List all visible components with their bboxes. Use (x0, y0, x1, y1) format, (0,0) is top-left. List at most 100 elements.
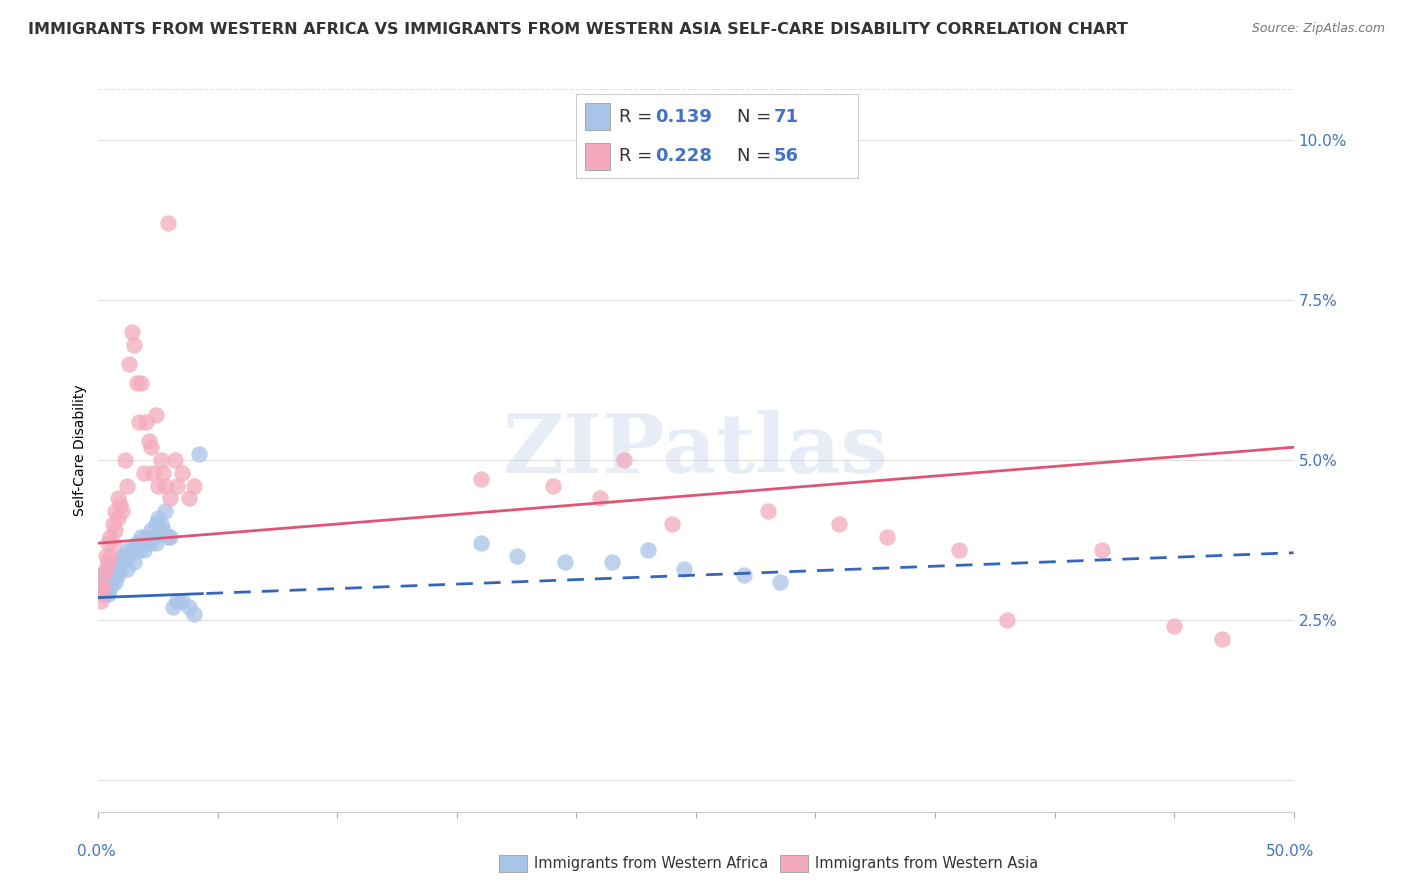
Point (111, 504, 134, 518)
Point (97, 574, 120, 589)
Point (91, 581, 114, 595)
Point (673, 562, 696, 576)
Point (114, 549, 136, 563)
Point (183, 607, 205, 621)
Point (138, 434, 160, 448)
Point (828, 516, 851, 531)
Point (104, 574, 127, 589)
Point (128, 542, 150, 557)
Point (155, 504, 177, 518)
Point (94, 574, 117, 589)
Point (124, 555, 146, 569)
Point (90, 581, 112, 595)
Point (98, 574, 122, 589)
Point (90, 581, 112, 595)
Point (131, 530, 153, 544)
Text: R =: R = (619, 108, 658, 126)
Point (94, 568, 117, 582)
Point (107, 510, 129, 524)
Point (145, 409, 167, 423)
Point (121, 325, 143, 339)
FancyBboxPatch shape (585, 143, 610, 169)
Point (145, 516, 167, 531)
Point (104, 568, 127, 582)
Point (187, 447, 209, 461)
Point (97, 568, 120, 582)
Point (554, 555, 576, 569)
Point (139, 524, 162, 538)
Point (637, 542, 659, 557)
Point (98, 549, 122, 563)
Point (101, 568, 124, 582)
Point (166, 478, 188, 492)
Point (589, 491, 612, 506)
Point (733, 568, 755, 582)
Point (1091, 542, 1114, 557)
Point (118, 549, 141, 563)
Point (98, 568, 122, 582)
Point (768, 574, 790, 589)
Point (1211, 632, 1233, 646)
Text: 0.0%: 0.0% (77, 845, 117, 859)
Point (91, 568, 114, 582)
Point (98, 562, 122, 576)
Point (107, 491, 129, 506)
Point (104, 524, 127, 538)
Point (121, 542, 143, 557)
Point (541, 478, 564, 492)
Text: 50.0%: 50.0% (1267, 845, 1315, 859)
Point (118, 357, 141, 371)
Point (756, 504, 779, 518)
Point (91, 581, 114, 595)
Point (506, 549, 529, 563)
Point (148, 478, 170, 492)
Point (107, 568, 129, 582)
Point (94, 549, 117, 563)
Point (90, 568, 112, 582)
Point (159, 530, 181, 544)
Point (661, 516, 683, 531)
Point (90, 593, 112, 607)
Point (183, 478, 205, 492)
Point (172, 593, 194, 607)
Point (155, 478, 177, 492)
Point (97, 587, 120, 601)
Point (111, 555, 134, 569)
Point (132, 466, 155, 480)
Point (97, 536, 120, 550)
Point (104, 562, 127, 576)
Point (149, 516, 172, 531)
Point (98, 530, 122, 544)
Point (98, 581, 122, 595)
Text: 0.139: 0.139 (655, 108, 711, 126)
Point (107, 555, 129, 569)
Text: Immigrants from Western Africa: Immigrants from Western Africa (534, 856, 769, 871)
Point (156, 530, 179, 544)
Point (104, 504, 127, 518)
Text: ZIPatlas: ZIPatlas (503, 410, 889, 491)
Point (111, 549, 134, 563)
Point (138, 536, 160, 550)
Point (91, 574, 114, 589)
Point (948, 542, 970, 557)
Text: R =: R = (619, 147, 658, 165)
Point (101, 562, 124, 576)
Point (115, 478, 138, 492)
Point (142, 466, 165, 480)
Text: IMMIGRANTS FROM WESTERN AFRICA VS IMMIGRANTS FROM WESTERN ASIA SELF-CARE DISABIL: IMMIGRANTS FROM WESTERN AFRICA VS IMMIGR… (28, 22, 1128, 37)
Point (131, 376, 153, 391)
Point (470, 472, 492, 486)
Point (128, 415, 150, 429)
Point (90, 574, 112, 589)
Point (107, 562, 129, 576)
Point (179, 491, 201, 506)
Point (101, 516, 124, 531)
Point (97, 581, 120, 595)
Text: 0.228: 0.228 (655, 147, 713, 165)
Point (98, 574, 122, 589)
Point (115, 562, 138, 576)
Point (132, 542, 155, 557)
Point (97, 555, 120, 569)
Text: 56: 56 (773, 147, 799, 165)
Point (124, 338, 146, 352)
